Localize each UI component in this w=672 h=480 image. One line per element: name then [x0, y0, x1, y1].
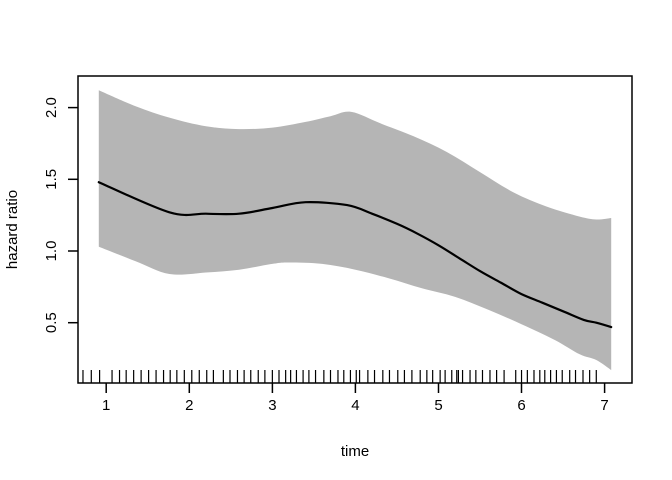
x-tick-label: 1 — [102, 397, 110, 414]
y-tick-label: 2.0 — [43, 97, 60, 118]
x-axis-title: time — [341, 443, 369, 460]
x-tick-label: 7 — [600, 397, 608, 414]
y-axis-title: hazard ratio — [4, 190, 21, 269]
x-tick-label: 6 — [517, 397, 525, 414]
y-tick-label: 1.0 — [43, 241, 60, 262]
x-tick-label: 4 — [351, 397, 359, 414]
x-tick-label: 5 — [434, 397, 442, 414]
y-tick-label: 0.5 — [43, 312, 60, 333]
hazard-curve — [97, 181, 613, 329]
x-tick-label: 2 — [185, 397, 193, 414]
y-tick-label: 1.5 — [43, 169, 60, 190]
x-tick-label: 3 — [268, 397, 276, 414]
confidence-band — [98, 90, 612, 371]
